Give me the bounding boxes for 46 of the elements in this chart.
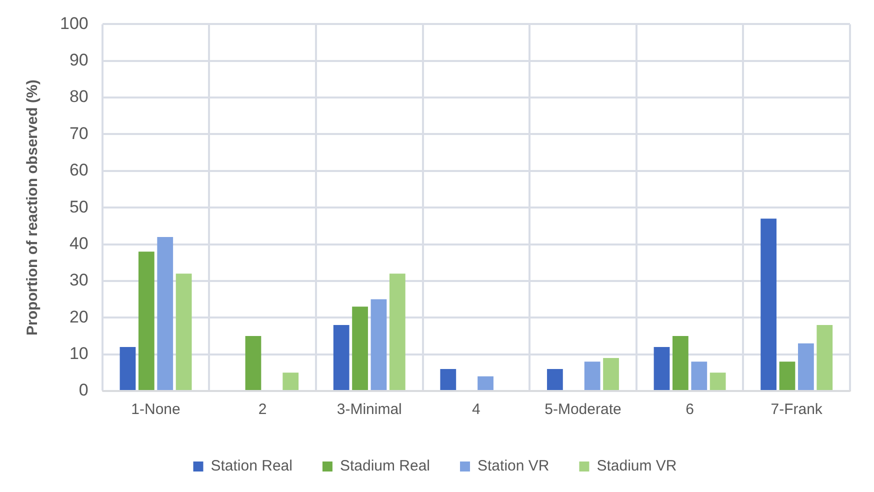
bar <box>779 362 796 390</box>
y-tick-label: 20 <box>69 307 88 326</box>
bar <box>654 346 670 390</box>
y-tick-label: 40 <box>69 234 88 253</box>
bar <box>352 306 368 390</box>
y-tick-label: 90 <box>69 50 88 70</box>
y-tick-label: 70 <box>69 124 88 143</box>
bar <box>440 368 456 390</box>
legend-label: Station Real <box>210 458 292 475</box>
y-tick-label: 100 <box>60 14 88 33</box>
y-tick-label: 60 <box>69 160 88 180</box>
y-tick-label: 30 <box>69 270 88 290</box>
bar <box>672 336 688 390</box>
x-tick-label: 7-Frank <box>770 401 823 418</box>
bar <box>603 358 619 390</box>
bar <box>176 274 192 390</box>
bar <box>389 274 406 390</box>
y-axis-title: Proportion of reaction observed (%) <box>24 80 42 336</box>
x-tick-label: 5-Moderate <box>544 401 622 418</box>
x-tick-label: 4 <box>472 401 480 418</box>
bar <box>478 376 494 390</box>
bar <box>245 336 262 390</box>
y-tick-label: 50 <box>69 197 88 216</box>
x-tick-label: 6 <box>686 401 694 418</box>
y-tick-label: 0 <box>78 380 88 400</box>
y-tick-label: 10 <box>69 344 88 364</box>
bar <box>333 324 350 390</box>
bar <box>798 343 814 390</box>
bar <box>157 236 174 390</box>
x-tick-label: 1-None <box>131 401 180 418</box>
bar <box>370 299 387 390</box>
bar <box>120 346 136 390</box>
legend-label: Stadium Real <box>340 458 430 475</box>
bar <box>710 372 726 390</box>
bar <box>282 372 299 390</box>
bar <box>691 362 708 390</box>
bar <box>760 218 777 390</box>
legend-label: Stadium VR <box>596 458 677 475</box>
bar <box>138 252 154 390</box>
bar <box>816 324 833 390</box>
x-tick-label: 2 <box>258 401 267 418</box>
bar <box>547 368 563 390</box>
legend-label: Station VR <box>478 458 550 475</box>
bar <box>584 362 600 390</box>
y-tick-label: 80 <box>69 87 88 106</box>
x-tick-label: 3-Minimal <box>336 401 402 418</box>
